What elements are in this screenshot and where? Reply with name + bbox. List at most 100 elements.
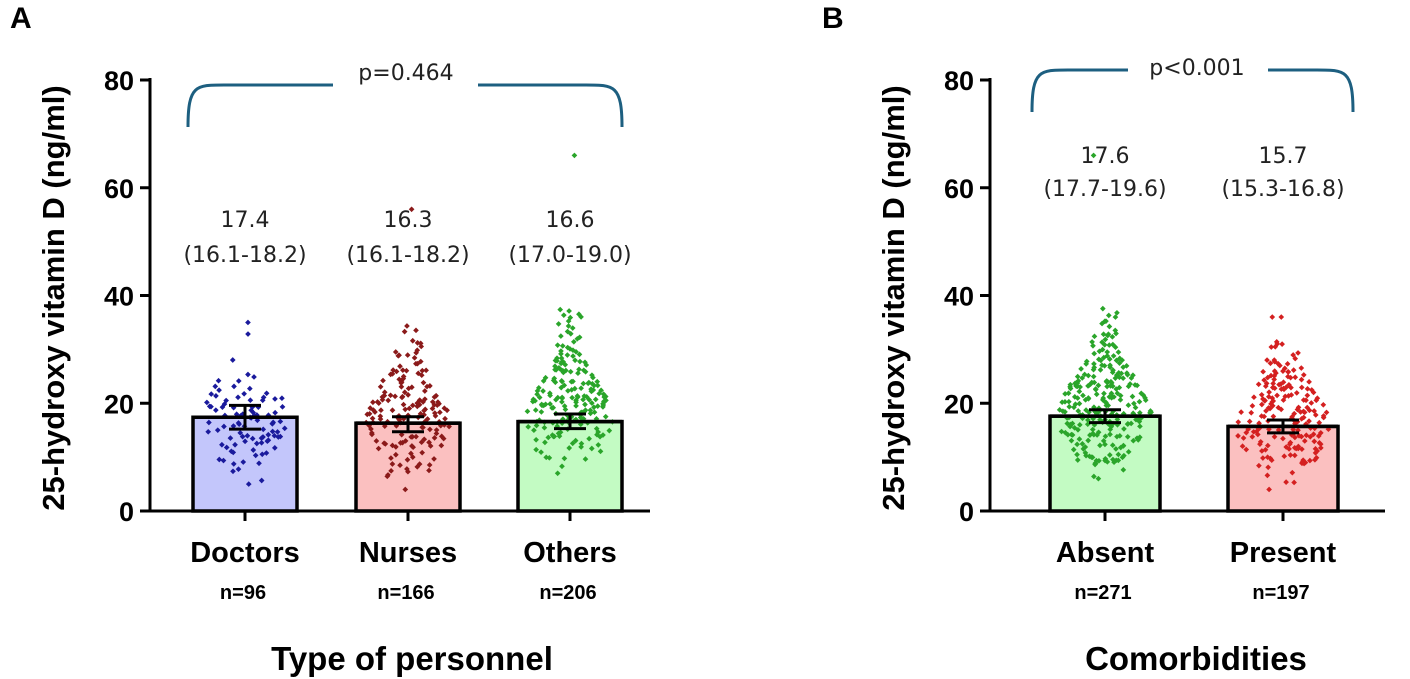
data-point [403,367,410,374]
data-point [569,394,575,401]
data-point [396,352,402,359]
data-point [1304,404,1311,411]
data-point [536,394,543,401]
data-point [1287,439,1294,446]
data-point [420,379,427,386]
data-point [557,306,564,313]
data-label-value: 17.6 [1081,144,1130,169]
data-point [415,370,422,377]
data-point [1289,469,1296,476]
data-point [375,445,382,452]
data-point [534,391,540,398]
data-point [555,321,562,327]
data-point [1060,408,1066,415]
data-point [1086,453,1093,460]
data-point [281,425,288,432]
data-point [1298,384,1305,391]
data-point [570,347,576,354]
data-point [373,438,380,444]
data-point [398,383,405,390]
data-point [235,466,242,472]
data-point [205,428,212,435]
data-point [1113,330,1119,337]
data-point [589,400,595,406]
data-point [392,349,399,355]
data-point [1074,380,1081,386]
data-point [401,389,408,396]
data-point [397,462,403,469]
category-label-nurses: Nurses [359,537,457,569]
data-point [1288,384,1294,391]
data-point [538,449,544,456]
data-point [1099,339,1105,346]
data-point [580,380,587,387]
data-point [549,405,555,411]
data-point [437,409,443,416]
data-point [606,427,613,434]
data-point [1076,400,1083,407]
data-point [534,388,541,394]
data-point [260,426,267,433]
data-point [1120,467,1127,473]
y-tick-label: 20 [944,389,974,419]
data-point [558,333,564,339]
data-points-doctors [204,319,288,487]
data-point [270,419,276,426]
data-point [571,338,577,345]
data-point [1092,460,1099,467]
data-point [380,377,386,384]
data-point [1279,341,1285,347]
data-point [258,439,265,446]
data-point [1066,403,1073,410]
data-point [1081,371,1088,378]
data-point [251,374,257,380]
data-point [1271,373,1278,379]
data-point [1285,373,1291,380]
data-point [1267,405,1273,412]
data-points-others [524,152,616,477]
data-point [533,446,539,453]
data-point [404,456,411,463]
significance-bracket-left [1030,68,1128,113]
data-point [242,438,248,445]
data-point [560,369,567,376]
data-point [566,308,572,314]
data-point [1075,408,1082,414]
data-point [1240,435,1247,441]
data-point [568,387,575,393]
data-point [1311,408,1318,414]
data-point [258,477,265,484]
data-point [564,344,571,351]
data-point [1066,398,1072,405]
data-point [1076,436,1083,442]
y-tick-label: 80 [104,66,134,96]
data-point [1298,376,1305,383]
data-point [213,407,219,414]
data-point [1120,364,1127,371]
data-point [397,363,403,370]
data-point [547,392,553,399]
data-point [1074,451,1080,458]
data-point [400,375,407,382]
data-point [1246,418,1253,425]
data-point [597,448,604,455]
data-point [406,405,413,412]
data-point [1301,438,1308,444]
data-point [1089,426,1096,433]
data-point [413,433,419,440]
data-point [411,355,418,361]
panel-letter-a: A [10,2,32,35]
data-point [569,325,576,331]
data-point [600,402,607,408]
data-point [1089,339,1095,345]
data-point [1079,375,1086,381]
data-point [277,433,284,440]
data-point [392,393,398,400]
data-point [1138,390,1145,397]
data-point [424,383,430,390]
data-point [1115,451,1122,458]
data-point [572,437,579,444]
data-point [1270,413,1277,420]
data-point [586,435,592,442]
data-point [576,366,582,373]
